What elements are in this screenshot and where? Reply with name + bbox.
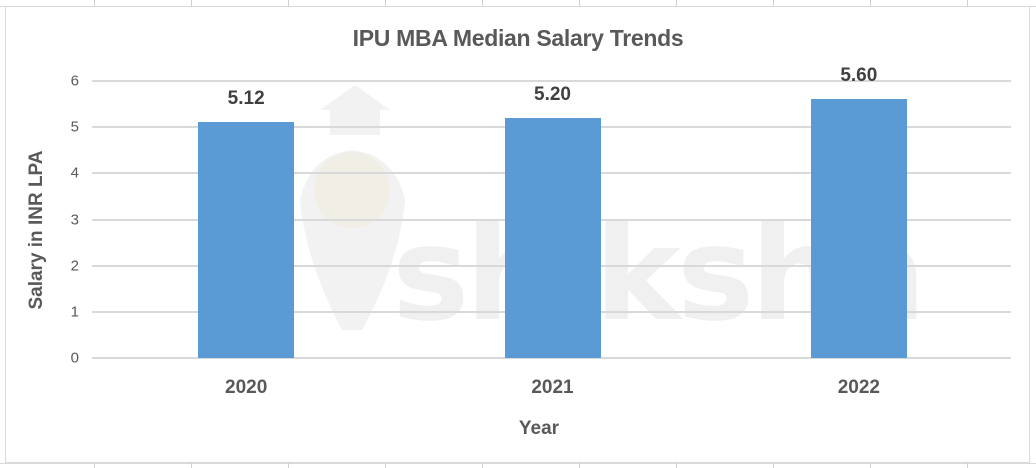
y-tick-label: 1: [70, 303, 79, 321]
spreadsheet-column-tick: [94, 462, 95, 468]
spreadsheet-column-tick: [579, 0, 580, 6]
x-tick-label: 2022: [837, 377, 880, 398]
y-tick-label: 5: [70, 118, 79, 136]
data-label: 5.60: [840, 65, 878, 87]
spreadsheet-column-tick: [967, 462, 968, 468]
bar-2021[interactable]: [504, 117, 601, 358]
spreadsheet-column-tick: [579, 462, 580, 468]
spreadsheet-column-tick: [676, 0, 677, 6]
spreadsheet-column-tick: [385, 462, 386, 468]
spreadsheet-column-tick: [676, 462, 677, 468]
spreadsheet-column-tick: [773, 0, 774, 6]
spreadsheet-column-tick: [94, 0, 95, 6]
y-tick-label: 6: [70, 72, 79, 90]
bar-2020[interactable]: [198, 121, 295, 358]
data-label: 5.20: [534, 83, 571, 105]
spreadsheet-column-tick: [288, 462, 289, 468]
x-tick-label: 2021: [531, 377, 574, 398]
gridline: [92, 357, 1011, 359]
bar-2022[interactable]: [810, 99, 907, 358]
y-tick-label: 4: [70, 164, 79, 182]
spreadsheet-column-tick: [385, 0, 386, 6]
spreadsheet-column-tick: [288, 0, 289, 6]
plot-area: 5.12 2020 5.20 2021 5.60 2022: [92, 0, 1011, 468]
spreadsheet-column-tick: [191, 0, 192, 6]
y-axis-label: Salary in INR LPA: [26, 150, 47, 310]
spreadsheet-column-tick: [482, 0, 483, 6]
x-axis-label: Year: [518, 418, 560, 439]
y-tick-label: 2: [70, 257, 79, 275]
spreadsheet-column-tick: [870, 0, 871, 6]
spreadsheet-gridline-bottom: [0, 463, 1036, 468]
y-tick-label: 3: [70, 211, 79, 228]
x-tick-label: 2020: [225, 377, 268, 398]
spreadsheet-column-tick: [773, 462, 774, 468]
y-tick-label: 0: [70, 349, 79, 367]
spreadsheet-column-tick: [482, 462, 483, 468]
data-label: 5.12: [227, 87, 265, 109]
spreadsheet-column-tick: [967, 0, 968, 6]
chart-title: IPU MBA Median Salary Trends: [352, 25, 684, 51]
gridline: [92, 80, 1011, 82]
spreadsheet-column-tick: [870, 462, 871, 468]
spreadsheet-column-tick: [191, 462, 192, 468]
